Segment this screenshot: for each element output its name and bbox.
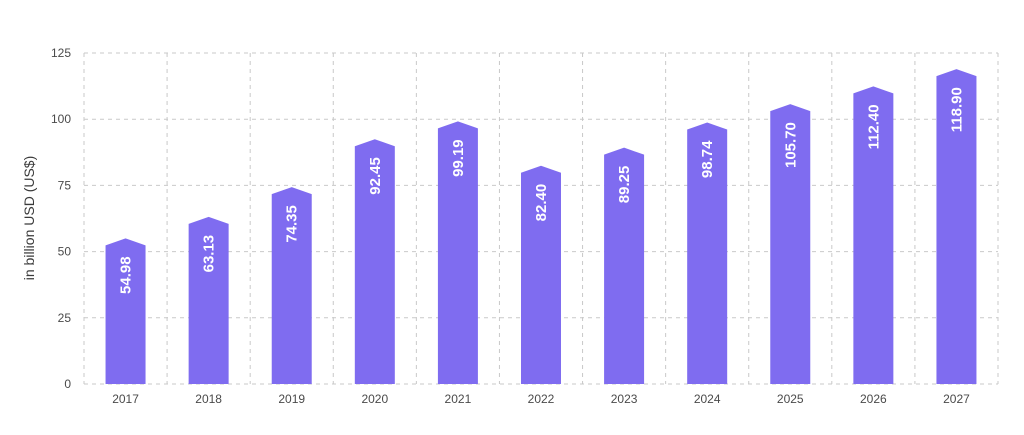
y-tick-label: 125 (51, 46, 71, 60)
bar (271, 187, 312, 384)
y-tick-label: 50 (58, 245, 72, 259)
bar-value-label: 74.35 (284, 205, 301, 243)
bars (105, 69, 977, 385)
bar (188, 216, 229, 384)
y-tick-label: 0 (64, 377, 71, 391)
grid (83, 52, 999, 385)
y-tick-label: 25 (58, 311, 72, 325)
bar-value-label: 89.25 (616, 166, 633, 204)
bar-value-label: 98.74 (699, 140, 716, 178)
bar (521, 165, 561, 384)
bar-value-label: 82.40 (533, 184, 550, 222)
bar-value-label: 118.90 (948, 87, 965, 132)
x-tick-label: 2017 (112, 392, 139, 406)
x-tick-label: 2023 (611, 392, 638, 406)
bar-value-label: 92.45 (367, 157, 384, 195)
bar (853, 86, 894, 384)
y-axis-title: in billion USD (US$) (21, 156, 37, 280)
x-tick-label: 2019 (278, 392, 305, 406)
x-tick-label: 2026 (860, 392, 887, 406)
bar (687, 122, 728, 384)
bar (354, 139, 395, 384)
bar (437, 121, 478, 384)
x-tick-label: 2021 (445, 392, 472, 406)
bar-value-label: 63.13 (201, 235, 218, 273)
bar (604, 147, 645, 384)
y-tick-label: 100 (51, 112, 71, 126)
x-tick-label: 2025 (777, 392, 804, 406)
bar (105, 238, 146, 384)
x-axis-ticks: 2017 2018 2019 2020 2021 2022 2023 2024 2025 2026… (112, 392, 970, 406)
bar-value-label: 54.98 (118, 256, 135, 294)
x-tick-label: 2022 (528, 392, 555, 406)
y-tick-label: 75 (58, 178, 72, 192)
x-tick-label: 2024 (694, 392, 721, 406)
bar-value-label: 99.19 (450, 139, 467, 177)
bar (770, 104, 811, 385)
y-axis-ticks: 0 25 50 75 100 125 (51, 46, 71, 391)
bar (936, 69, 977, 384)
x-tick-label: 2020 (361, 392, 388, 406)
bar-value-label: 112.40 (865, 104, 882, 149)
bar-value-label: 105.70 (782, 122, 799, 168)
x-tick-label: 2018 (195, 392, 222, 406)
x-tick-label: 2027 (943, 392, 970, 406)
data-labels: 54.98 63.13 74.35 92.45 99.19 82.40 89.25 98.74… (118, 87, 966, 294)
